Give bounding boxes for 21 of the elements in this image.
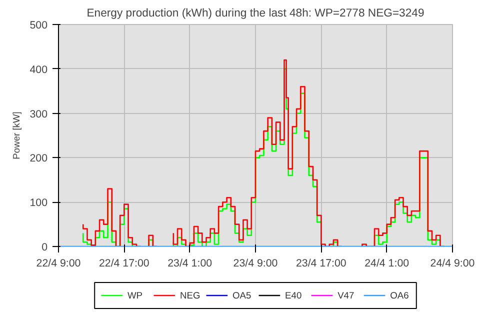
legend-label: V47: [338, 290, 354, 300]
legend-label: OA5: [232, 290, 252, 300]
y-tick-label: 500: [30, 20, 48, 32]
y-tick-label: 0: [42, 242, 48, 254]
x-tick-label: 24/4 1:00: [364, 258, 410, 270]
legend-label: NEG: [180, 290, 200, 300]
x-tick-label: 22/4 17:00: [98, 258, 150, 270]
x-tick-label: 23/4 1:00: [168, 258, 212, 270]
legend-label: WP: [127, 290, 142, 300]
y-tick-label: 400: [30, 64, 48, 76]
y-tick-label: 300: [30, 108, 48, 120]
legend-label: E40: [285, 290, 302, 300]
x-tick-label: 23/4 17:00: [296, 258, 346, 270]
y-axis-title: Power [kW]: [12, 112, 22, 160]
x-tick-label: 23/4 9:00: [233, 258, 278, 270]
y-tick-label: 100: [30, 197, 48, 210]
legend-label: OA6: [390, 290, 409, 300]
x-tick-label: 24/4 9:00: [430, 258, 475, 270]
chart-title: Energy production (kWh) during the last 48h: WP=2778 NEG=3249: [86, 8, 424, 20]
x-tick-label: 22/4 9:00: [36, 258, 81, 270]
y-tick-label: 200: [30, 152, 48, 165]
